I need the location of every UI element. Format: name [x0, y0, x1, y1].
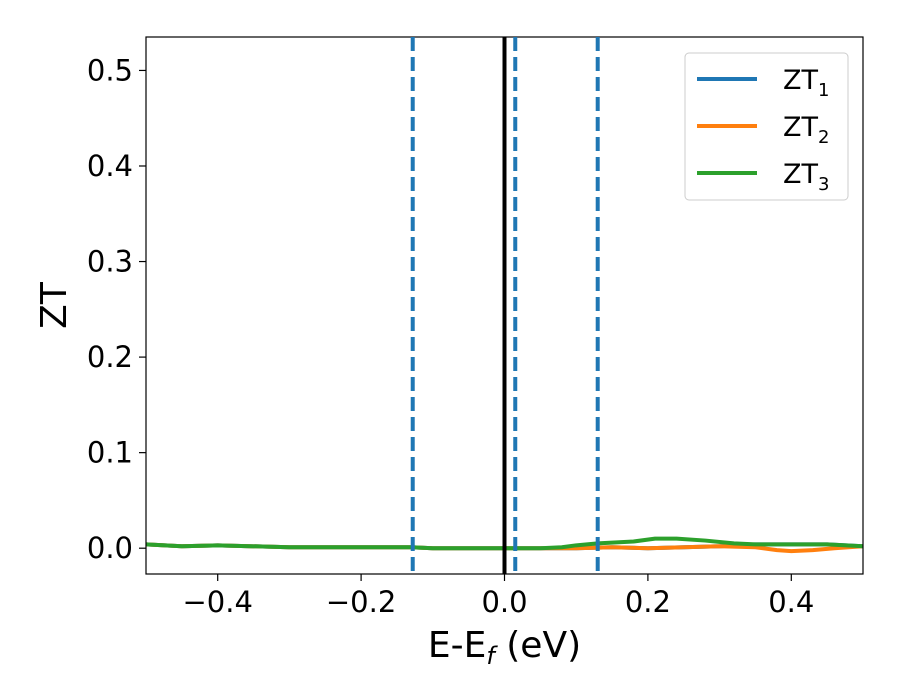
legend-label-zt3: ZT3 [783, 159, 829, 195]
y-tick-label: 0.4 [87, 149, 133, 183]
legend-label-zt2: ZT2 [783, 112, 829, 148]
y-axis-label: ZT [34, 281, 75, 329]
legend-label-zt1: ZT1 [783, 65, 829, 101]
legend-box [684, 52, 849, 201]
x-tick-label: 0.2 [625, 585, 671, 619]
x-tick-label: −0.2 [326, 585, 396, 619]
y-tick-label: 0.1 [87, 436, 133, 470]
y-tick-label: 0.3 [87, 245, 133, 279]
y-tick-label: 0.0 [87, 531, 133, 565]
legend: ZT1 ZT2 ZT3 [684, 52, 849, 201]
x-tick-label: 0.0 [481, 585, 527, 619]
x-axis-label: E-Ef (eV) [428, 625, 581, 670]
y-tick-label: 0.2 [87, 340, 133, 374]
x-tick-label: −0.4 [182, 585, 252, 619]
series-line-zt3 [146, 536, 863, 551]
y-tick-label: 0.5 [87, 53, 133, 87]
x-tick-label: 0.4 [768, 585, 814, 619]
